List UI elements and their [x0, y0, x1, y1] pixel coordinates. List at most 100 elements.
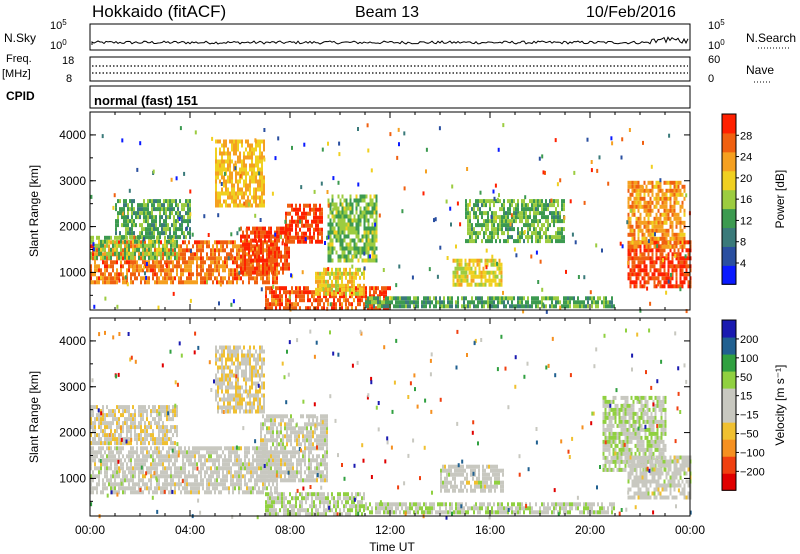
data-cell: [212, 486, 214, 491]
data-cell: [349, 287, 351, 292]
data-cell: [371, 206, 374, 211]
data-cell: [252, 264, 254, 269]
data-cell: [685, 264, 688, 269]
data-cell: [373, 250, 376, 255]
data-speckle: [665, 253, 668, 258]
data-cell: [663, 220, 666, 225]
data-speckle: [175, 176, 178, 181]
data-speckle: [378, 213, 381, 218]
data-cell: [272, 264, 274, 269]
data-cell: [359, 222, 362, 227]
data-cell: [174, 474, 176, 479]
data-cell: [470, 274, 473, 279]
data-cell: [649, 248, 652, 253]
data-speckle: [494, 216, 497, 221]
data-cell: [458, 258, 461, 263]
data-cell: [551, 235, 553, 240]
data-cell: [200, 264, 202, 269]
data-cell: [102, 252, 104, 257]
data-cell: [671, 252, 674, 257]
data-cell: [470, 258, 473, 263]
data-cell: [472, 278, 475, 283]
data-cell: [659, 212, 662, 217]
data-cell: [250, 264, 252, 269]
data-cell: [659, 216, 662, 221]
data-cell: [221, 163, 223, 168]
data-cell: [249, 187, 251, 192]
data-cell: [339, 242, 342, 247]
data-cell: [535, 203, 537, 208]
data-cell: [168, 474, 170, 479]
data-cell: [219, 147, 221, 152]
data-cell: [397, 300, 399, 305]
data-cell: [295, 290, 297, 295]
data-cell: [256, 276, 258, 281]
data-cell: [102, 239, 104, 244]
data-speckle: [439, 245, 442, 250]
data-cell: [227, 155, 229, 160]
data-cell: [138, 490, 140, 495]
data-cell: [257, 159, 259, 164]
data-cell: [339, 271, 341, 276]
data-cell: [349, 206, 352, 211]
data-cell: [235, 203, 237, 208]
data-cell: [160, 268, 162, 273]
data-cell: [557, 239, 559, 244]
data-cell: [297, 302, 299, 307]
data-speckle: [630, 208, 633, 213]
data-cell: [118, 474, 120, 479]
data-cell: [573, 304, 575, 309]
data-cell: [371, 214, 374, 219]
data-cell: [248, 270, 250, 275]
data-cell: [517, 211, 519, 216]
data-cell: [146, 251, 148, 256]
data-cell: [219, 191, 221, 196]
data-cell: [313, 294, 315, 299]
data-cell: [170, 470, 172, 475]
data-cell: [122, 470, 124, 475]
data-cell: [647, 256, 650, 261]
data-cell: [637, 196, 640, 201]
data-cell: [373, 290, 375, 295]
data-cell: [272, 246, 274, 251]
data-cell: [487, 199, 489, 204]
data-cell: [164, 243, 166, 248]
data-cell: [303, 235, 305, 240]
data-cell: [259, 155, 261, 160]
data-cell: [631, 188, 634, 193]
data-cell: [531, 231, 533, 236]
data-cell: [305, 239, 307, 244]
data-cell: [343, 267, 345, 272]
data-cell: [311, 294, 313, 299]
data-cell: [136, 268, 138, 273]
data-cell: [192, 252, 194, 257]
data-cell: [498, 278, 501, 283]
data-cell: [339, 218, 342, 223]
data-cell: [264, 248, 266, 253]
data-cell: [347, 202, 350, 207]
data-cell: [117, 199, 119, 204]
data-cell: [194, 466, 196, 471]
data-cell: [192, 470, 194, 475]
data-cell: [675, 268, 678, 273]
data-cell: [653, 216, 656, 221]
data-cell: [429, 296, 431, 301]
data-cell: [579, 300, 581, 305]
data-cell: [265, 302, 267, 307]
data-speckle: [685, 193, 688, 198]
data-cell: [351, 271, 353, 276]
data-cell: [127, 215, 129, 220]
data-cell: [219, 139, 221, 144]
data-cell: [461, 304, 463, 309]
data-cell: [118, 446, 120, 451]
data-cell: [443, 300, 445, 305]
data-cell: [134, 264, 136, 269]
data-cell: [231, 147, 233, 152]
data-speckle: [668, 133, 671, 138]
data-cell: [92, 450, 94, 455]
data-cell: [245, 199, 247, 204]
data-cell: [278, 226, 280, 231]
data-cell: [218, 268, 220, 273]
data-cell: [471, 227, 473, 232]
data-cell: [235, 191, 237, 196]
